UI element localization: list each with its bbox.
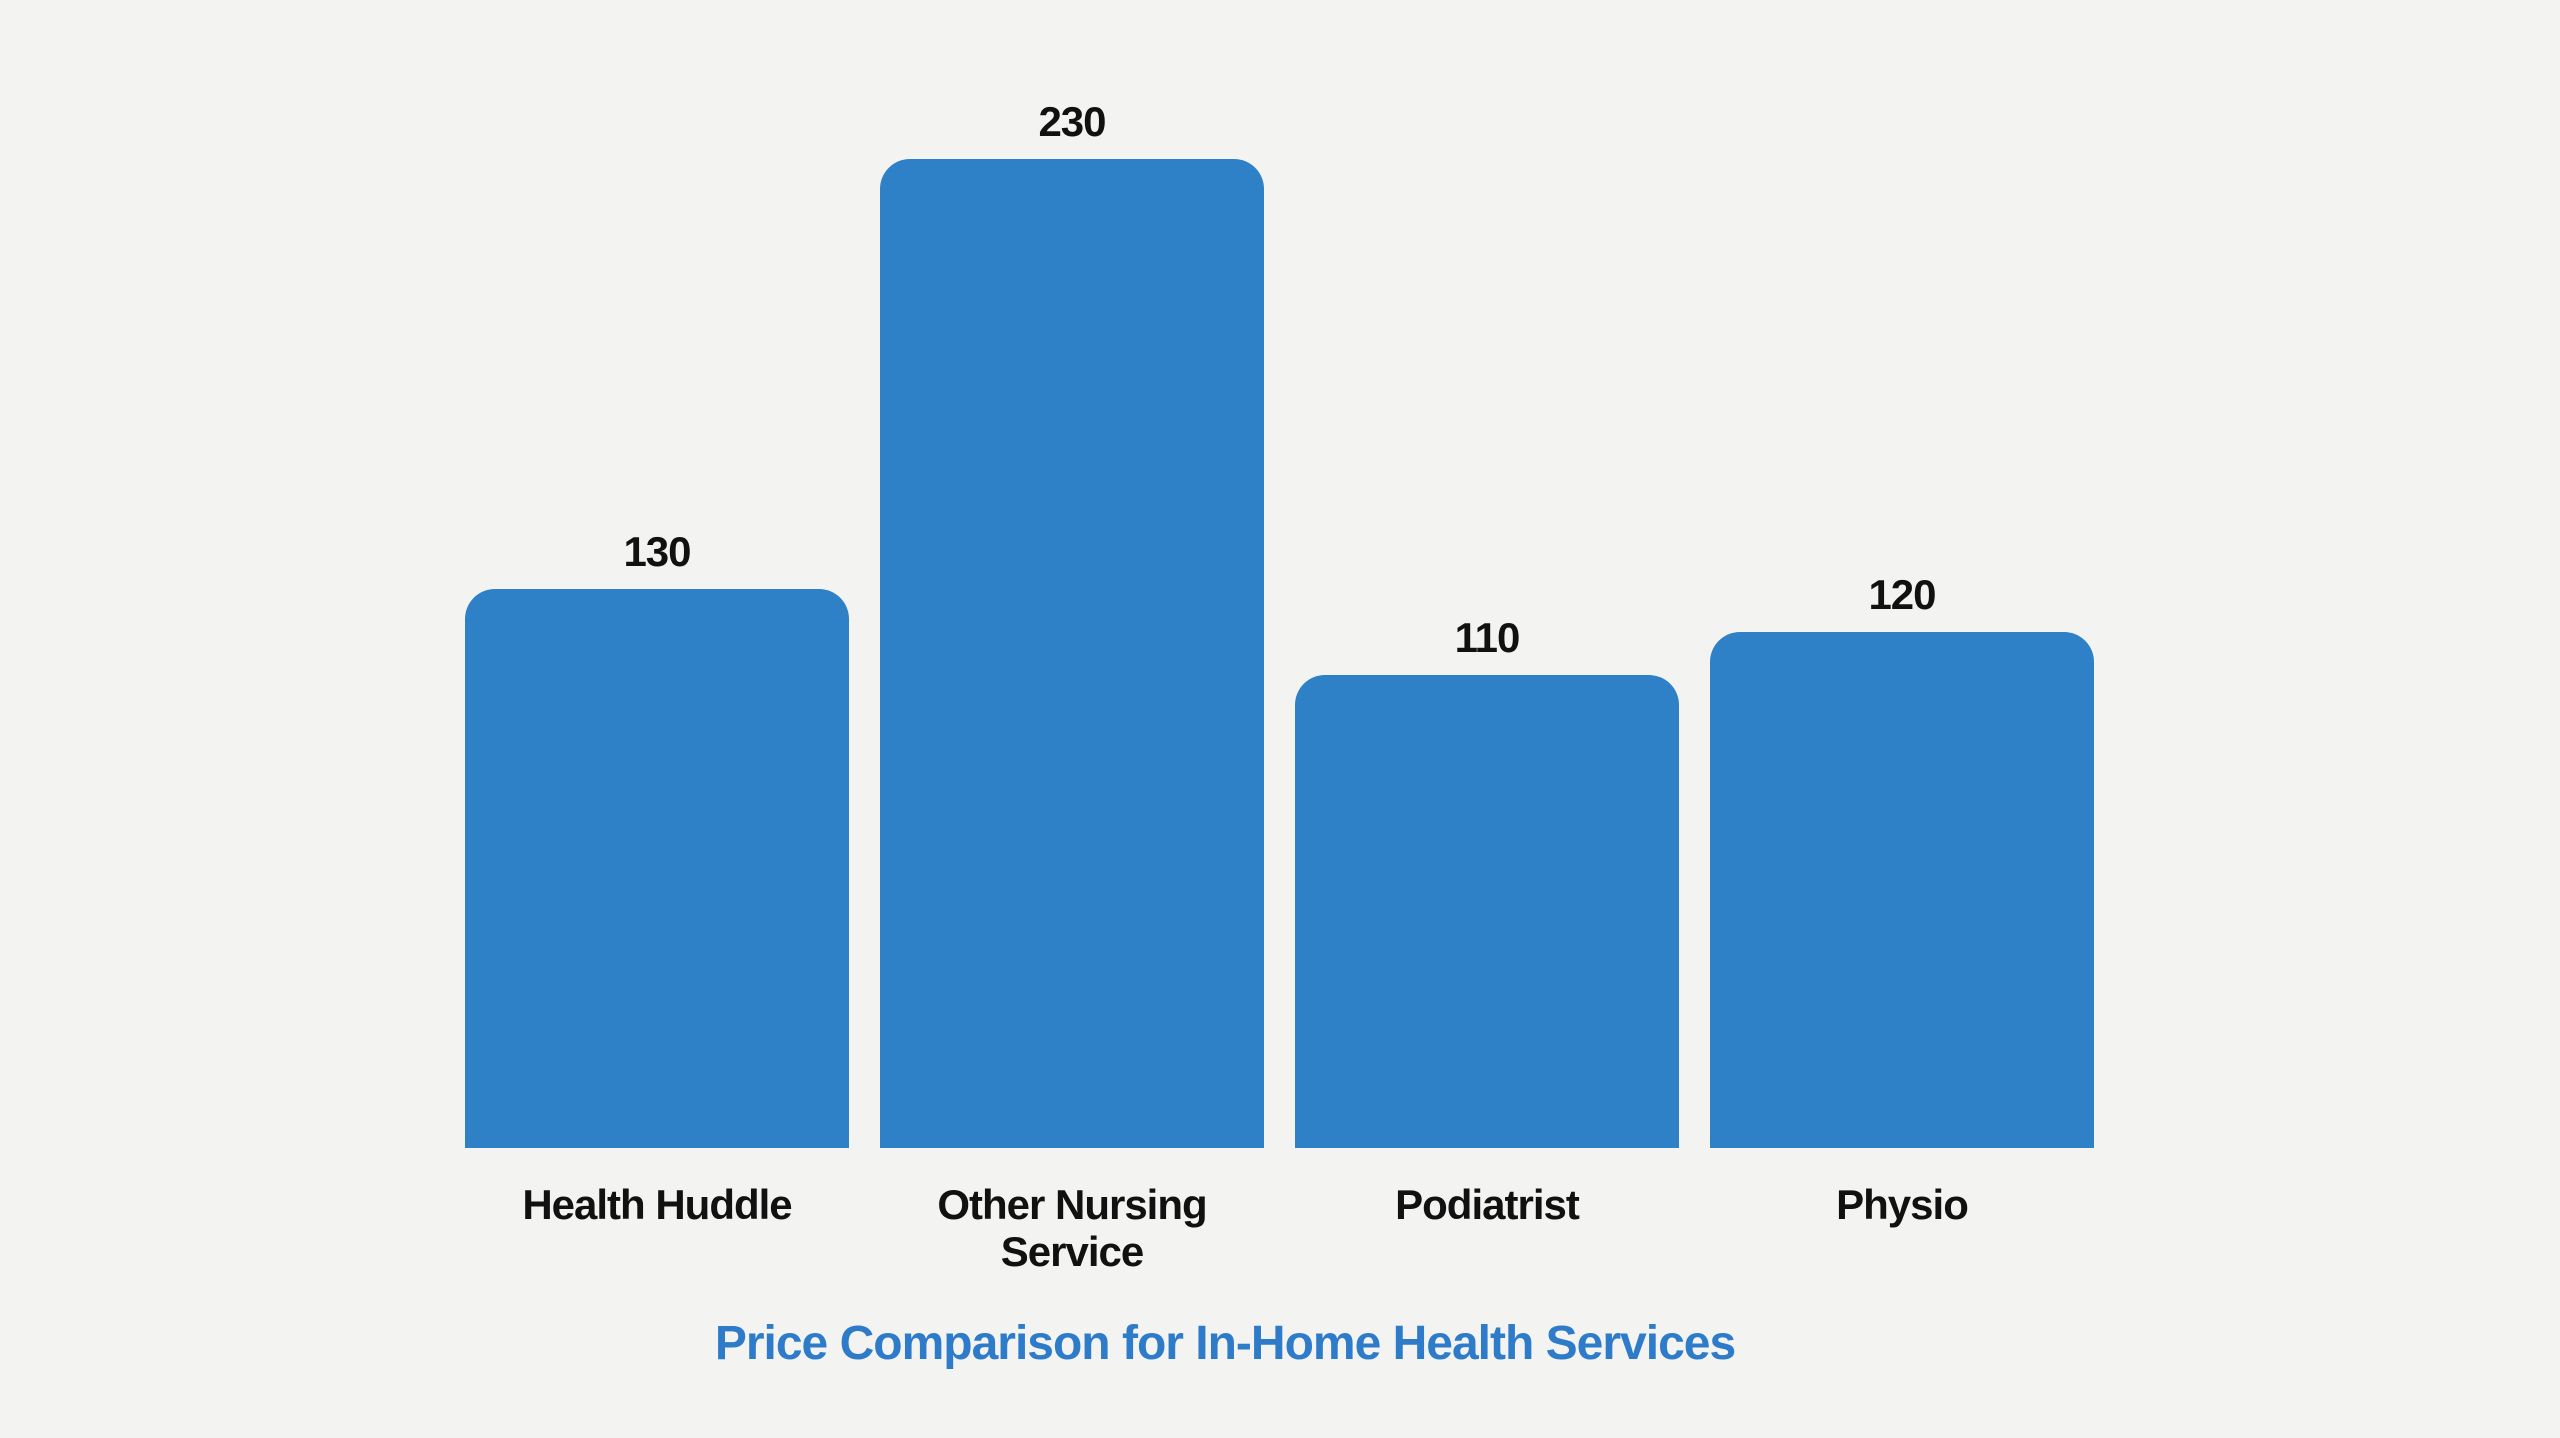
bar-category-label: Podiatrist	[1287, 1181, 1687, 1228]
chart-title: Price Comparison for In-Home Health Serv…	[714, 1317, 1736, 1370]
bar-value-label: 230	[1038, 98, 1106, 145]
bar	[880, 159, 1264, 1148]
bar-value-label: 130	[623, 528, 691, 575]
bar	[465, 589, 849, 1148]
bar-category-label-text: Physio	[1836, 1181, 1969, 1228]
bar-value-label: 110	[1454, 614, 1521, 661]
bar-category-label-text: Health Huddle	[522, 1181, 792, 1228]
bar-category-label: Health Huddle	[457, 1181, 857, 1228]
bar-value-label: 120	[1868, 571, 1936, 618]
bar-category-label-text: Podiatrist	[1395, 1181, 1580, 1228]
bar-category-label: Other Nursing Service	[872, 1181, 1272, 1275]
bar-category-label-text: Other Nursing Service	[937, 1181, 1207, 1276]
bar	[1295, 675, 1679, 1148]
bar-category-label: Physio	[1702, 1181, 2102, 1228]
bar	[1710, 632, 2094, 1148]
